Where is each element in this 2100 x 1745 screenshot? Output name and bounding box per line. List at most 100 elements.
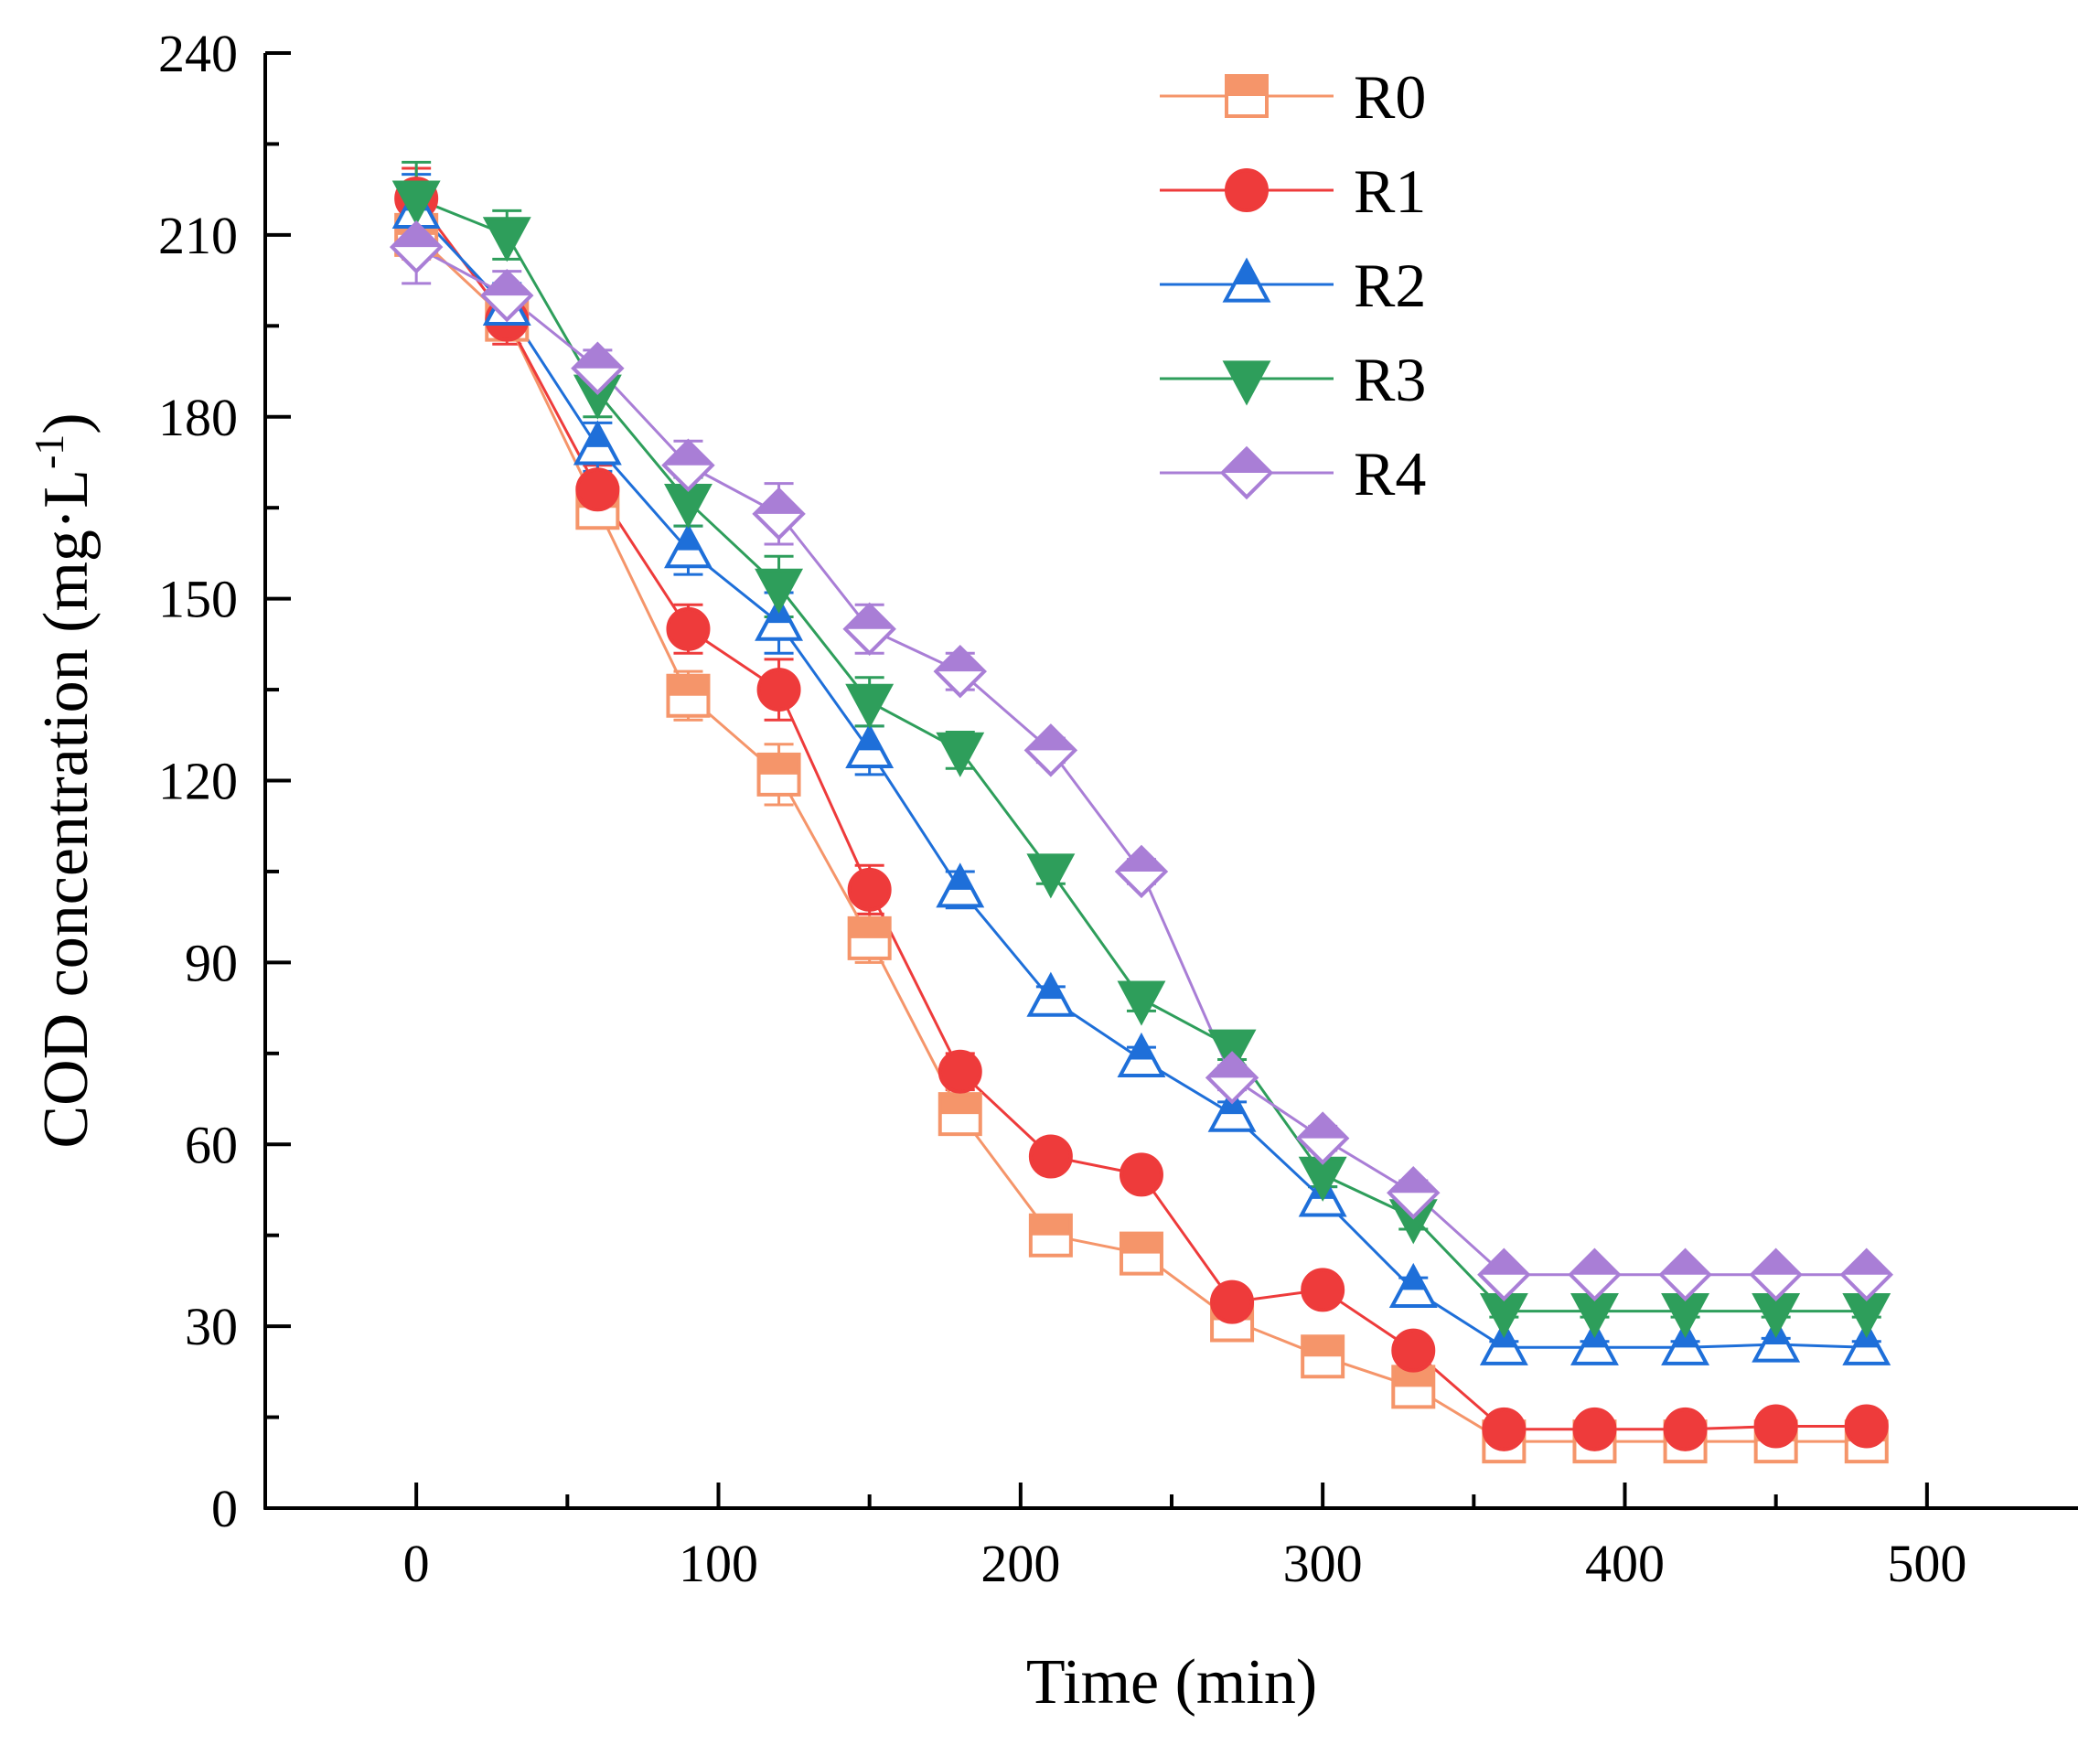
marker-outline xyxy=(1023,723,1078,777)
marker-outline xyxy=(389,219,444,274)
marker-outline xyxy=(1752,1317,1801,1363)
marker-outline xyxy=(480,268,534,323)
marker-outline xyxy=(1479,1320,1528,1365)
y-tick-label: 210 xyxy=(158,206,238,265)
marker-shape xyxy=(1117,980,1166,1026)
y-tick-label: 60 xyxy=(185,1115,238,1174)
marker-outline xyxy=(756,752,801,797)
marker-fill xyxy=(1400,1267,1426,1290)
marker-fill xyxy=(573,344,622,369)
marker-outline xyxy=(1119,1231,1163,1276)
data-point-r0 xyxy=(1301,1334,1345,1379)
data-point-r3 xyxy=(845,683,895,729)
series-line-r3 xyxy=(415,197,1867,1313)
marker-outline xyxy=(1749,1247,1803,1302)
legend-marker-r3 xyxy=(1222,360,1271,406)
marker-fill xyxy=(1661,1250,1709,1275)
data-point-r1 xyxy=(1301,1268,1345,1312)
marker-outline xyxy=(1842,1320,1891,1365)
marker-fill xyxy=(1120,1233,1162,1254)
marker-fill xyxy=(936,647,985,672)
y-tick-label: 240 xyxy=(158,24,238,83)
marker-fill xyxy=(1117,847,1166,872)
marker-fill xyxy=(845,605,895,629)
data-point-r3 xyxy=(1207,1029,1257,1075)
data-point-r4 xyxy=(1023,723,1078,777)
legend-label-r3: R3 xyxy=(1354,345,1426,414)
data-point-r0 xyxy=(1119,1231,1163,1276)
legend-item-r2: R2 xyxy=(1160,251,1426,320)
data-point-r4 xyxy=(389,219,444,274)
legend: R0 R1 R2 R3 R4 xyxy=(1160,62,1426,509)
legend-label-r4: R4 xyxy=(1354,439,1426,509)
y-tick-label: 150 xyxy=(158,570,238,629)
marker-outline xyxy=(1568,1247,1622,1302)
marker-fill xyxy=(584,423,610,447)
data-point-r2 xyxy=(664,523,712,569)
y-tick-label: 90 xyxy=(185,933,238,992)
marker-fill xyxy=(1038,975,1064,1000)
data-point-r4 xyxy=(1658,1247,1712,1302)
marker-outline xyxy=(661,438,715,493)
data-point-r1 xyxy=(1482,1407,1527,1451)
marker-outline xyxy=(1298,1172,1347,1217)
marker-fill xyxy=(1129,1036,1154,1060)
marker-outline xyxy=(842,602,896,656)
data-point-r4 xyxy=(1568,1247,1622,1302)
data-point-r2 xyxy=(573,420,622,466)
legend-item-r1: R1 xyxy=(1160,156,1426,226)
marker-outline xyxy=(1207,1087,1257,1132)
data-point-r0 xyxy=(756,752,801,797)
marker-fill xyxy=(1393,1366,1434,1387)
x-tick-label: 300 xyxy=(1283,1534,1363,1593)
data-point-r1 xyxy=(1028,1134,1073,1179)
marker-outline xyxy=(1117,1032,1166,1078)
marker-fill xyxy=(1222,448,1271,473)
marker-outline xyxy=(1301,1334,1345,1379)
marker-shape xyxy=(755,568,804,614)
data-point-r2 xyxy=(1026,971,1076,1017)
marker-outline xyxy=(1219,445,1274,500)
y-tick-label: 30 xyxy=(185,1297,238,1356)
marker-outline xyxy=(664,523,712,569)
data-point-r1 xyxy=(1844,1404,1889,1449)
marker-fill xyxy=(1842,1250,1891,1275)
marker-fill xyxy=(948,866,973,890)
data-point-r3 xyxy=(391,180,441,226)
legend-marker-r4 xyxy=(1219,445,1274,500)
data-point-r4 xyxy=(1205,1051,1259,1105)
data-point-r4 xyxy=(1387,1166,1441,1220)
data-point-r4 xyxy=(752,487,806,541)
marker-fill xyxy=(755,489,803,514)
data-point-r0 xyxy=(847,915,892,960)
marker-outline xyxy=(1028,1213,1073,1258)
y-axis-title-superscript: -1 xyxy=(26,434,72,469)
marker-shape xyxy=(1222,360,1271,406)
marker-fill xyxy=(939,1094,980,1115)
data-point-r4 xyxy=(1114,844,1169,899)
legend-label-r1: R1 xyxy=(1354,156,1426,226)
legend-item-r4: R4 xyxy=(1160,439,1426,509)
marker-fill xyxy=(1752,1250,1801,1275)
marker-outline xyxy=(1225,74,1269,118)
data-point-r4 xyxy=(1295,1111,1350,1165)
marker-outline xyxy=(938,1092,982,1137)
y-tick-label: 180 xyxy=(158,388,238,447)
series-markers xyxy=(389,177,1893,1464)
marker-fill xyxy=(1570,1250,1619,1275)
marker-outline xyxy=(1222,257,1271,303)
marker-shape xyxy=(482,217,531,262)
data-point-r1 xyxy=(938,1049,982,1094)
data-point-r3 xyxy=(755,568,804,614)
data-point-r2 xyxy=(1117,1032,1166,1078)
data-point-r1 xyxy=(1391,1328,1436,1373)
x-tick-label: 400 xyxy=(1585,1534,1665,1593)
marker-outline xyxy=(1661,1320,1710,1365)
data-point-r3 xyxy=(1026,853,1076,899)
data-point-r1 xyxy=(1572,1407,1617,1451)
marker-outline xyxy=(936,862,985,908)
marker-fill xyxy=(1030,1215,1071,1236)
data-point-r4 xyxy=(661,438,715,493)
marker-outline xyxy=(1205,1051,1259,1105)
